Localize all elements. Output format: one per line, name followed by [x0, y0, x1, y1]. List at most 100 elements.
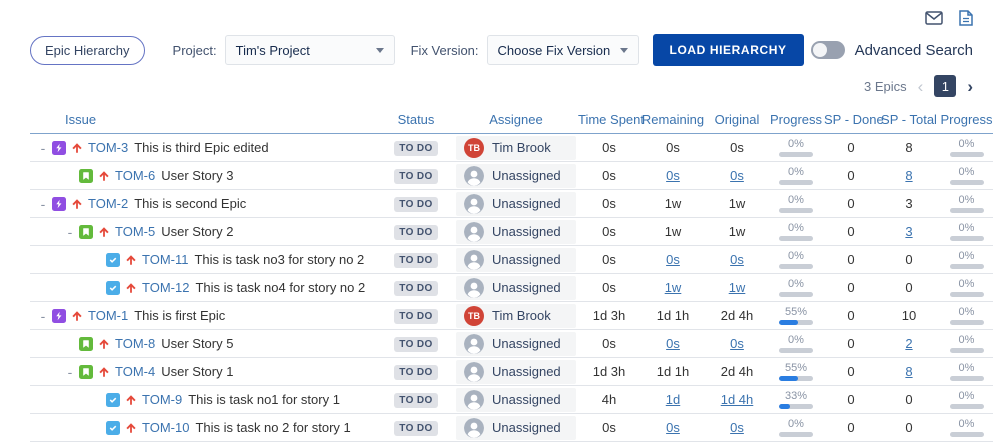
- collapse-toggle[interactable]: -: [67, 363, 73, 380]
- issue-key-link[interactable]: TOM-4: [115, 364, 156, 379]
- original-value[interactable]: 1w: [728, 280, 746, 295]
- toolbar: Epic Hierarchy Project: Tim's Project Fi…: [0, 26, 999, 66]
- time-progress: 0%: [768, 166, 824, 185]
- remaining-value[interactable]: 1d: [665, 392, 681, 407]
- time-progress: 0%: [768, 249, 824, 269]
- assignee-cell: Unassigned: [456, 219, 576, 244]
- epic-hierarchy-button[interactable]: Epic Hierarchy: [30, 35, 145, 65]
- advanced-search-toggle[interactable]: [810, 41, 845, 59]
- unassigned-avatar-icon: [464, 249, 484, 270]
- sp-total-value[interactable]: 3: [905, 224, 913, 239]
- remaining-value[interactable]: 0s: [666, 252, 680, 267]
- time-progress-label: 55%: [784, 305, 808, 318]
- sp-total-value[interactable]: 10: [901, 308, 917, 323]
- remaining-value[interactable]: 0s: [666, 336, 680, 351]
- remaining-value[interactable]: 1w: [664, 196, 682, 211]
- sp-total-value[interactable]: 0: [905, 252, 913, 267]
- fix-version-select[interactable]: Choose Fix Version: [486, 35, 639, 65]
- unassigned-avatar-icon: [464, 193, 484, 214]
- sp-total-value[interactable]: 3: [905, 196, 913, 211]
- remaining-value[interactable]: 1w: [664, 280, 682, 295]
- original-value[interactable]: 2d 4h: [720, 364, 754, 379]
- collapse-toggle[interactable]: -: [40, 195, 46, 212]
- sp-progress-label: 0%: [958, 249, 975, 262]
- original-value[interactable]: 0s: [730, 252, 744, 267]
- issue-key-link[interactable]: TOM-11: [142, 252, 189, 267]
- assignee-name: Unassigned: [492, 336, 561, 351]
- sp-total-value[interactable]: 0: [905, 420, 913, 435]
- sp-total-value[interactable]: 8: [905, 364, 913, 379]
- remaining-value[interactable]: 0s: [666, 140, 680, 155]
- original-value[interactable]: 2d 4h: [720, 308, 754, 323]
- assignee-cell: Unassigned: [456, 415, 576, 440]
- issue-key-link[interactable]: TOM-2: [88, 196, 129, 211]
- sp-total-value[interactable]: 0: [905, 280, 913, 295]
- assignee-cell: Unassigned: [456, 163, 576, 188]
- toggle-knob: [812, 43, 827, 57]
- time-progress-label: 55%: [784, 361, 808, 374]
- prev-page-icon[interactable]: ‹: [917, 76, 924, 96]
- issue-key-link[interactable]: TOM-9: [142, 392, 183, 407]
- table-row: - TOM-1 This is first Epic TO DO TB: [30, 301, 993, 330]
- priority-up-icon: [98, 226, 110, 238]
- sp-done-value: 0: [824, 329, 878, 358]
- time-progress-label: 0%: [788, 249, 804, 262]
- original-value[interactable]: 1w: [728, 196, 746, 211]
- mail-icon[interactable]: [925, 11, 943, 25]
- original-value[interactable]: 1w: [728, 224, 746, 239]
- collapse-toggle[interactable]: -: [40, 139, 46, 156]
- remaining-value[interactable]: 0s: [666, 420, 680, 435]
- original-value[interactable]: 0s: [730, 140, 744, 155]
- sp-progress-label: 0%: [958, 361, 975, 374]
- issue-key-link[interactable]: TOM-10: [142, 420, 190, 435]
- sp-progress: 0%: [940, 306, 993, 325]
- assignee-name: Unassigned: [492, 168, 561, 183]
- issue-summary: This is task no1 for story 1: [188, 392, 340, 407]
- col-sp-total: SP - Total: [878, 105, 940, 134]
- original-value[interactable]: 1d 4h: [720, 392, 754, 407]
- original-value[interactable]: 0s: [730, 168, 744, 183]
- time-spent-value: 0s: [578, 161, 640, 190]
- sp-total-value[interactable]: 0: [905, 392, 913, 407]
- issue-key-link[interactable]: TOM-6: [115, 168, 156, 183]
- remaining-value[interactable]: 1w: [664, 224, 682, 239]
- table-body: - TOM-3 This is third Epic edited TO DO …: [30, 133, 993, 442]
- table-header-row: Issue Status Assignee Time Spent Remaini…: [30, 105, 993, 134]
- table-row: - TOM-3 This is third Epic edited TO DO …: [30, 133, 993, 162]
- sp-done-value: 0: [824, 245, 878, 274]
- table-row: - TOM-11 This is task no3 for story no 2…: [30, 245, 993, 274]
- collapse-toggle[interactable]: -: [40, 307, 46, 324]
- sp-total-value[interactable]: 8: [905, 168, 913, 183]
- remaining-value[interactable]: 0s: [666, 168, 680, 183]
- next-page-icon[interactable]: ›: [967, 76, 973, 96]
- current-page-button[interactable]: 1: [934, 75, 957, 97]
- issue-summary: This is task no4 for story no 2: [195, 280, 366, 295]
- sp-progress-bar: [949, 431, 984, 437]
- remaining-value[interactable]: 1d 1h: [656, 308, 690, 323]
- load-hierarchy-button[interactable]: LOAD HIERARCHY: [652, 34, 804, 66]
- time-progress-label: 0%: [788, 137, 804, 150]
- sp-done-value: 0: [824, 357, 878, 386]
- original-value[interactable]: 0s: [730, 420, 744, 435]
- status-badge: TO DO: [394, 141, 438, 156]
- priority-up-icon: [71, 310, 83, 322]
- issue-key-link[interactable]: TOM-12: [142, 280, 190, 295]
- sp-progress-label: 0%: [958, 333, 975, 346]
- remaining-value[interactable]: 1d 1h: [656, 364, 690, 379]
- collapse-toggle[interactable]: -: [67, 223, 73, 240]
- issue-key-link[interactable]: TOM-8: [115, 336, 156, 351]
- report-document-icon[interactable]: [959, 10, 973, 26]
- time-progress-bar: [779, 403, 813, 409]
- original-value[interactable]: 0s: [730, 336, 744, 351]
- issue-key-link[interactable]: TOM-5: [115, 224, 156, 239]
- sp-total-value[interactable]: 8: [905, 140, 913, 155]
- project-select[interactable]: Tim's Project: [224, 35, 395, 65]
- time-progress: 0%: [768, 334, 824, 353]
- sp-total-value[interactable]: 2: [905, 336, 913, 351]
- table-row: - TOM-5 User Story 2 TO DO Una: [30, 217, 993, 246]
- issue-key-link[interactable]: TOM-1: [88, 308, 129, 323]
- time-progress-label: 33%: [784, 389, 808, 402]
- issue-key-link[interactable]: TOM-3: [88, 140, 129, 155]
- issue-type-icon: [106, 392, 120, 407]
- sp-progress-label: 0%: [958, 417, 975, 430]
